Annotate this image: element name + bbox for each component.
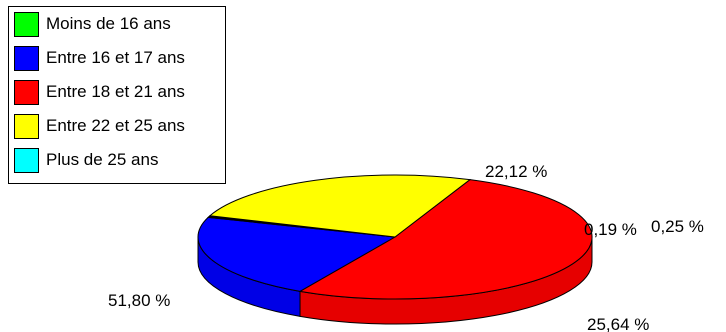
- slice-label-3: 25,64 %: [587, 315, 649, 332]
- legend-item-4: Plus de 25 ans: [14, 147, 224, 174]
- legend-label-2: Entre 18 et 21 ans: [46, 82, 185, 101]
- slice-label-1: 22,12 %: [485, 162, 547, 181]
- legend-swatch-2: [14, 80, 39, 105]
- legend-label-1: Entre 16 et 17 ans: [46, 48, 185, 67]
- slice-label-4: 0,19 %: [584, 220, 637, 239]
- pie-tops: [197, 174, 593, 300]
- legend-label-4: Plus de 25 ans: [46, 150, 159, 169]
- legend-swatch-4: [14, 148, 39, 173]
- legend-item-1: Entre 16 et 17 ans: [14, 45, 224, 72]
- pie-labels: 22,12 % 0,19 % 0,25 % 51,80 % 25,64 %: [108, 162, 704, 332]
- legend-swatch-1: [14, 46, 39, 71]
- slice-label-2: 51,80 %: [108, 291, 170, 310]
- legend-item-3: Entre 22 et 25 ans: [14, 113, 224, 140]
- legend-item-0: Moins de 16 ans: [14, 11, 224, 38]
- legend-label-3: Entre 22 et 25 ans: [46, 116, 185, 135]
- legend-swatch-0: [14, 12, 39, 37]
- slice-top-2: [298, 179, 593, 300]
- legend-swatch-3: [14, 114, 39, 139]
- slice-top-1: [197, 216, 397, 292]
- legend-label-0: Moins de 16 ans: [46, 14, 171, 33]
- legend: Moins de 16 ans Entre 16 et 17 ans Entre…: [8, 6, 226, 184]
- slice-label-0: 0,25 %: [651, 217, 704, 236]
- legend-item-2: Entre 18 et 21 ans: [14, 79, 224, 106]
- slice-top-3: [208, 174, 472, 238]
